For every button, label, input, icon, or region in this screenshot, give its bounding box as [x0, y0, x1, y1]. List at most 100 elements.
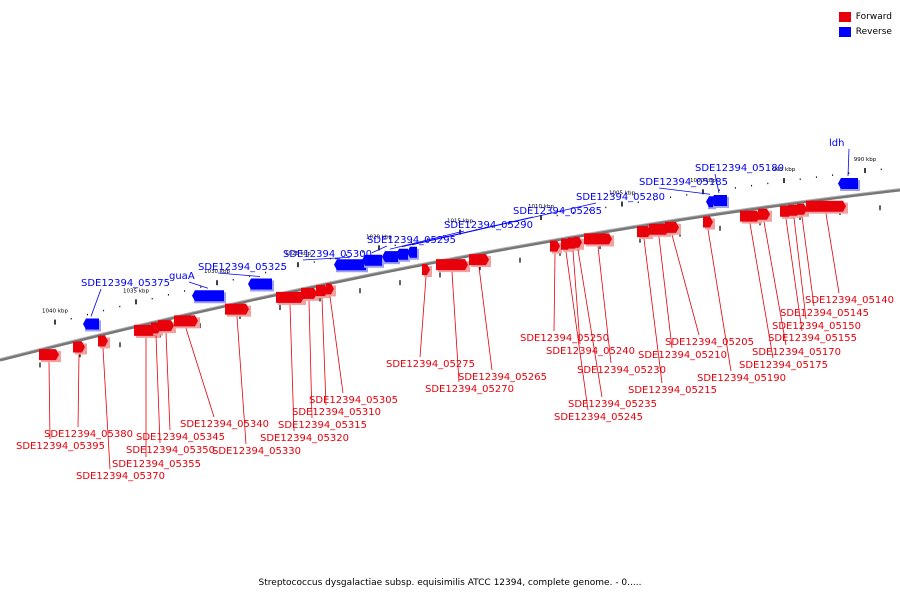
gene-feature[interactable]: SDE12394_05215 [628, 226, 717, 396]
gene-feature[interactable]: SDE12394_05310 [292, 285, 381, 418]
forward-gene-arrow [436, 259, 468, 271]
gene-label[interactable]: SDE12394_05240 [546, 346, 635, 357]
scale-tick-label: 995 kbp [773, 167, 796, 173]
gene-feature[interactable]: SDE12394_05345 [136, 320, 225, 443]
gene-label[interactable]: SDE12394_05305 [309, 395, 398, 406]
gene-feature[interactable]: SDE12394_05270 [425, 259, 514, 395]
gene-label[interactable]: SDE12394_05350 [126, 445, 215, 456]
gene-label[interactable]: SDE12394_05300 [283, 249, 372, 260]
scale-tick: 990 kbp [854, 157, 877, 173]
gene-label[interactable]: SDE12394_05170 [752, 347, 841, 358]
gene-label[interactable]: SDE12394_05315 [278, 420, 367, 431]
gene-label[interactable]: SDE12394_05150 [772, 321, 861, 332]
gene-feature[interactable]: SDE12394_05370 [76, 335, 165, 482]
gene-label[interactable]: SDE12394_05180 [695, 163, 784, 174]
gene-feature[interactable]: SDE12394_05340 [174, 315, 269, 430]
gene-label[interactable]: SDE12394_05205 [665, 337, 754, 348]
gene-label[interactable]: SDE12394_05140 [805, 295, 894, 306]
gene-label[interactable]: SDE12394_05235 [568, 399, 657, 410]
gene-label[interactable]: guaA [169, 271, 195, 282]
gene-label[interactable]: SDE12394_05250 [520, 333, 609, 344]
genome-caption: Streptococcus dysgalactiae subsp. equisi… [258, 578, 642, 588]
gene-feature[interactable]: SDE12394_05305 [309, 283, 398, 406]
gene-label[interactable]: SDE12394_05265 [458, 372, 547, 383]
gene-feature[interactable]: SDE12394_05295 [362, 235, 456, 268]
gene-label[interactable]: SDE12394_05215 [628, 385, 717, 396]
scale-tick: 1035 kbp [123, 288, 149, 305]
gene-feature[interactable]: SDE12394_05175 [739, 210, 828, 371]
gene-label[interactable]: SDE12394_05245 [554, 412, 643, 423]
gene-feature[interactable]: SDE12394_05290 [382, 220, 533, 265]
gene-label[interactable]: SDE12394_05270 [425, 384, 514, 395]
gene-feature[interactable]: SDE12394_05170 [752, 208, 841, 358]
gene-label[interactable]: SDE12394_05210 [638, 350, 727, 361]
gene-feature[interactable]: SDE12394_05265 [458, 254, 547, 383]
reverse-gene-arrow [382, 251, 398, 263]
gene-label[interactable]: SDE12394_05280 [576, 192, 665, 203]
gene-label[interactable]: SDE12394_05325 [198, 262, 287, 273]
scale-tick: 1040 kbp [42, 309, 68, 325]
scale-tick-label: 1040 kbp [42, 309, 68, 315]
gene-feature[interactable]: ldh [829, 138, 860, 192]
reverse-gene-arrow [838, 178, 858, 190]
gene-label[interactable]: SDE12394_05340 [180, 419, 269, 430]
reverse-gene-arrow [192, 290, 224, 302]
scale-tick-label: 990 kbp [854, 157, 877, 163]
gene-label[interactable]: SDE12394_05145 [780, 308, 869, 319]
gene-label[interactable]: ldh [829, 138, 844, 149]
gene-feature[interactable]: SDE12394_05140 [805, 200, 894, 306]
gene-feature[interactable]: SDE12394_05325 [198, 262, 287, 292]
forward-swatch-icon [838, 11, 851, 22]
gene-feature[interactable]: SDE12394_05320 [260, 291, 349, 444]
gene-leader-line [553, 253, 556, 332]
gene-feature[interactable]: SDE12394_05380 [44, 341, 133, 440]
gene-label[interactable]: SDE12394_05320 [260, 433, 349, 444]
gene-label[interactable]: SDE12394_05345 [136, 432, 225, 443]
gene-feature[interactable]: SDE12394_05190 [697, 216, 786, 384]
gene-label[interactable]: SDE12394_05395 [16, 441, 105, 452]
gene-label[interactable]: SDE12394_05375 [81, 278, 170, 289]
gene-feature[interactable]: SDE12394_05315 [278, 287, 367, 431]
gene-feature[interactable]: SDE12394_05300 [283, 249, 372, 273]
gene-feature[interactable]: SDE12394_05210 [638, 223, 727, 361]
gene-label[interactable]: SDE12394_05190 [697, 373, 786, 384]
gene-feature[interactable]: SDE12394_05180 [695, 163, 784, 208]
gene-feature[interactable]: SDE12394_05285 [396, 206, 602, 262]
gene-leader-line [389, 230, 465, 250]
gene-feature[interactable]: SDE12394_05235 [568, 236, 657, 410]
gene-feature[interactable]: SDE12394_05395 [16, 349, 105, 452]
gene-label[interactable]: SDE12394_05275 [386, 359, 475, 370]
gene-label[interactable]: SDE12394_05330 [212, 446, 301, 457]
gene-feature[interactable]: SDE12394_05145 [780, 203, 869, 319]
scale-tick-label: 1035 kbp [123, 288, 149, 294]
gene-feature[interactable]: SDE12394_05230 [577, 233, 666, 376]
gene-feature[interactable]: guaA [169, 271, 226, 304]
gene-label[interactable]: SDE12394_05310 [292, 407, 381, 418]
scale-tick: 1030 kbp [204, 269, 230, 286]
gene-feature[interactable]: SDE12394_05330 [212, 303, 301, 457]
forward-gene-arrow [301, 287, 317, 299]
reverse-swatch-icon [838, 26, 851, 37]
gene-label[interactable]: SDE12394_05155 [768, 333, 857, 344]
gene-label[interactable]: SDE12394_05185 [639, 177, 728, 188]
gene-feature[interactable]: SDE12394_05375 [81, 278, 170, 332]
legend-forward-label: Forward [855, 11, 892, 22]
gene-label[interactable]: SDE12394_05370 [76, 471, 165, 482]
gene-feature[interactable]: SDE12394_05280 [407, 192, 665, 260]
gene-feature[interactable]: SDE12394_05205 [665, 221, 754, 348]
forward-gene-arrow [73, 341, 85, 353]
gene-feature[interactable]: SDE12394_05275 [386, 264, 475, 370]
scale-tick-label: 1010 kbp [528, 204, 554, 210]
gene-label[interactable]: SDE12394_05290 [444, 220, 533, 231]
gene-label[interactable]: SDE12394_05295 [367, 235, 456, 246]
gene-leader-line [643, 239, 663, 384]
gene-label[interactable]: SDE12394_05175 [739, 360, 828, 371]
gene-label[interactable]: SDE12394_05230 [577, 365, 666, 376]
gene-leader-line [785, 218, 803, 332]
gene-leader-line [321, 298, 327, 406]
gene-label[interactable]: SDE12394_05355 [112, 459, 201, 470]
gene-label[interactable]: SDE12394_05380 [44, 429, 133, 440]
gene-leader-line [185, 328, 215, 418]
gene-feature[interactable]: SDE12394_05250 [520, 240, 609, 344]
